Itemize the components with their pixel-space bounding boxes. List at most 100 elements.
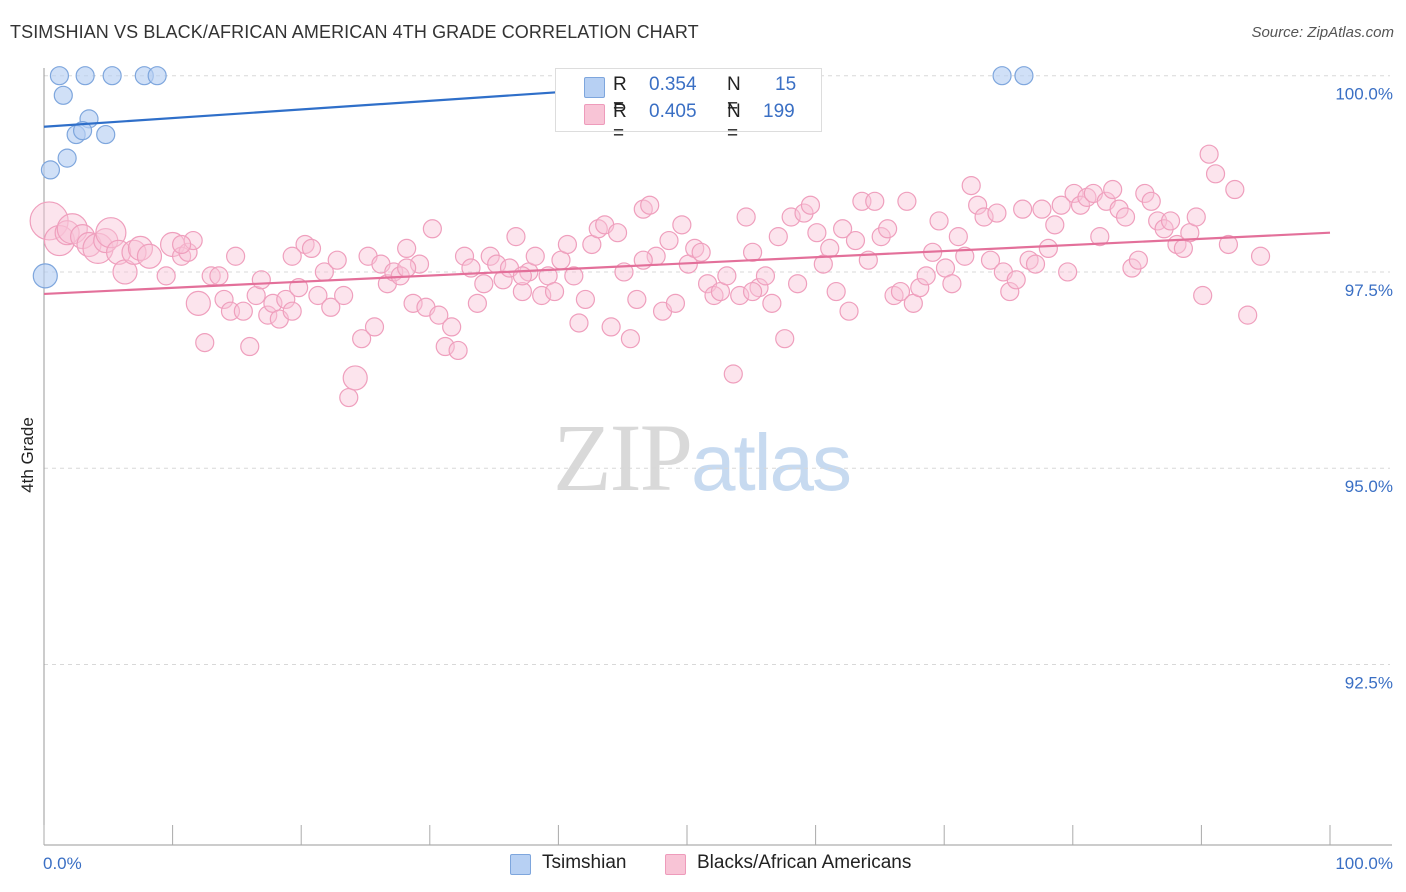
pink-point: [955, 246, 975, 266]
pink-point: [1225, 179, 1245, 200]
pink-point: [1064, 183, 1084, 204]
pink-point: [1160, 211, 1181, 231]
pink-point: [342, 365, 368, 391]
pink-point: [480, 246, 500, 266]
pink-point: [1038, 238, 1058, 258]
pink-point: [755, 266, 776, 286]
pink-point: [620, 329, 641, 349]
pink-point: [1186, 207, 1206, 227]
pink-point: [742, 281, 763, 302]
pink-point: [794, 203, 814, 223]
pink-point: [493, 270, 513, 290]
legend-r-value: 0.405: [649, 101, 697, 122]
watermark: ZIPatlas: [553, 402, 852, 513]
legend-swatch-blue: [584, 77, 605, 98]
pink-point: [435, 336, 455, 357]
pink-point: [1000, 281, 1020, 302]
pink-point: [865, 191, 885, 211]
pink-point: [826, 281, 846, 302]
pink-point: [640, 195, 660, 215]
pink-point: [1122, 258, 1142, 278]
legend-n-label: N =: [727, 101, 741, 144]
pink-point: [240, 336, 260, 357]
pink-points: [29, 144, 1271, 408]
pink-point: [820, 238, 840, 258]
legend-r-label: R =: [613, 74, 627, 117]
pink-point: [807, 223, 827, 243]
blue-point: [53, 85, 73, 105]
pink-point: [1154, 219, 1174, 239]
blue-point: [96, 124, 116, 145]
pink-point: [1006, 270, 1026, 290]
pink-point: [601, 317, 621, 337]
pink-point: [672, 215, 692, 235]
pink-point: [665, 293, 686, 313]
pink-point: [82, 232, 114, 264]
pink-point: [226, 246, 246, 266]
pink-point: [768, 227, 788, 247]
watermark-zip: ZIP: [553, 404, 693, 511]
pink-point: [1218, 234, 1239, 255]
pink-point: [532, 285, 552, 306]
pink-point: [43, 224, 76, 257]
pink-point: [961, 176, 981, 196]
pink-point: [730, 285, 750, 306]
blue-point: [1014, 66, 1034, 86]
bottom-legend-swatch-blue: [510, 854, 531, 875]
pink-point: [800, 195, 821, 215]
pink-point: [916, 266, 936, 286]
pink-point: [1115, 207, 1136, 227]
pink-point: [1193, 285, 1213, 306]
pink-point: [334, 285, 354, 306]
blue-point: [102, 66, 122, 86]
pink-point: [544, 281, 565, 302]
pink-point: [403, 293, 423, 313]
pink-point: [512, 266, 532, 286]
pink-point: [890, 281, 911, 302]
pink-point: [525, 246, 545, 266]
pink-point: [1025, 254, 1046, 274]
pink-point: [1109, 199, 1129, 219]
x-tick-label-left: 0.0%: [43, 854, 82, 873]
blue-points: [32, 66, 1034, 289]
bottom-legend-label: Tsimshian: [542, 852, 627, 873]
gridlines: [44, 75, 1390, 665]
pink-point: [1013, 199, 1033, 219]
pink-point: [422, 219, 442, 239]
y-tick-label: 92.5%: [1345, 673, 1393, 692]
blue-point: [40, 160, 61, 180]
blue-point: [49, 66, 70, 86]
pink-point: [1103, 179, 1123, 200]
y-tick-labels: 100.0% 97.5% 95.0% 92.5%: [1335, 85, 1393, 693]
blue-point: [75, 66, 95, 86]
pink-point: [575, 289, 596, 310]
pink-point: [364, 317, 385, 337]
legend-swatch-pink: [584, 104, 605, 125]
pink-point: [506, 227, 526, 247]
pink-point: [607, 223, 628, 243]
pink-point: [968, 195, 988, 215]
pink-point: [397, 238, 417, 258]
pink-point: [1128, 250, 1148, 270]
legend-n-value: 199: [763, 101, 795, 122]
pink-point: [1051, 195, 1071, 215]
pink-point: [352, 329, 372, 349]
bottom-legend-label: Blacks/African Americans: [697, 852, 912, 873]
watermark-atlas: atlas: [691, 418, 852, 507]
pink-point: [871, 227, 891, 247]
legend-r-label: R =: [613, 101, 627, 144]
blue-point: [147, 66, 167, 86]
x-tick-label-right: 100.0%: [1335, 854, 1393, 873]
pink-point: [974, 207, 994, 227]
pink-point: [327, 250, 347, 270]
source-note: Source: ZipAtlas.com: [1251, 24, 1394, 41]
pink-point: [233, 301, 253, 321]
y-axis-title: 4th Grade: [18, 417, 37, 493]
axes: [43, 68, 1392, 846]
pink-point: [172, 234, 192, 255]
pink-point: [185, 290, 211, 316]
blue-point: [32, 263, 58, 289]
correlation-legend: R = 0.354 N = 15 R = 0.405 N = 199: [555, 68, 822, 144]
pink-point: [105, 239, 132, 265]
